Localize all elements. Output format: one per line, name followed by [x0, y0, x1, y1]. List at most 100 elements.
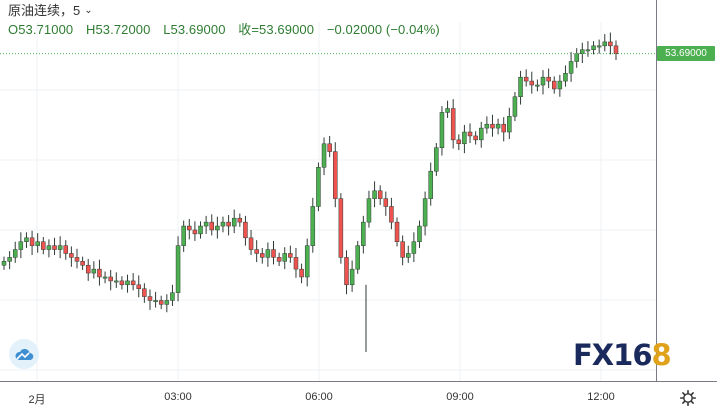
candle-up — [507, 116, 512, 133]
candle-up — [417, 225, 422, 242]
candle-down — [29, 237, 35, 246]
time-label-0300: 03:00 — [164, 391, 192, 403]
candle-down — [288, 253, 293, 258]
candle-up — [518, 76, 523, 98]
candle-down — [237, 217, 243, 223]
candle-down — [119, 280, 125, 286]
candle-up — [7, 257, 12, 262]
candle-down — [501, 123, 506, 133]
candle-down — [69, 253, 74, 258]
candle-up — [557, 80, 563, 90]
candle-down — [523, 76, 529, 82]
close-value: 收=53.69000 — [238, 22, 315, 37]
candle-up — [12, 249, 18, 258]
candle-down — [293, 257, 299, 270]
candle-up — [310, 206, 316, 246]
candle-up — [164, 300, 170, 305]
candle-up — [198, 225, 203, 235]
low-value: L53.69000 — [163, 22, 226, 37]
candle-up — [46, 245, 52, 250]
candle-down — [467, 131, 473, 137]
candle-down — [333, 151, 338, 199]
candle-down — [254, 249, 259, 254]
candle-up — [406, 253, 411, 258]
cloud-logo-icon[interactable] — [9, 339, 39, 369]
candle-up — [316, 167, 321, 207]
candle-down — [187, 225, 192, 231]
chevron-down-icon[interactable]: ⌄ — [84, 5, 93, 16]
gear-icon[interactable] — [679, 389, 697, 407]
time-label-0900: 09:00 — [446, 391, 474, 403]
candle-up — [439, 112, 445, 148]
candle-up — [540, 76, 546, 86]
candle-down — [450, 108, 456, 141]
candle-up — [591, 45, 596, 51]
candle-down — [546, 76, 551, 82]
candle-up — [181, 225, 186, 246]
symbol-title[interactable]: 原油连续，5 — [8, 3, 81, 18]
time-label-1200: 12:00 — [587, 391, 615, 403]
last-price-label: 53.69000 — [657, 46, 715, 62]
candle-up — [411, 241, 417, 254]
candle-down — [136, 284, 142, 289]
candle-down — [276, 257, 282, 262]
candle-up — [231, 217, 237, 227]
candle-up — [304, 245, 310, 278]
candle-up — [203, 221, 209, 227]
candle-down — [389, 206, 394, 223]
candle-up — [18, 241, 24, 250]
candle-up — [422, 198, 428, 227]
candle-up — [349, 268, 355, 286]
candle-up — [596, 45, 602, 48]
candle-down — [130, 280, 136, 286]
candle-up — [220, 221, 226, 227]
candle-up — [361, 221, 366, 246]
candle-down — [613, 45, 619, 54]
candle-down — [490, 123, 495, 129]
candle-down — [63, 245, 69, 254]
candle-up — [512, 96, 518, 117]
candle-up — [91, 268, 97, 274]
candle-up — [170, 292, 175, 301]
candle-up — [484, 123, 490, 129]
candle-down — [473, 135, 478, 141]
candle-down — [243, 221, 248, 239]
candle-down — [456, 139, 462, 145]
candle-down — [158, 300, 164, 305]
candle-down — [394, 221, 400, 242]
candle-up — [535, 84, 540, 87]
candle-up — [585, 49, 591, 52]
time-label-feb: 2月 — [28, 394, 46, 406]
candle-up — [462, 131, 467, 145]
candle-down — [608, 41, 613, 47]
candle-down — [226, 221, 231, 227]
candle-up — [372, 190, 377, 199]
candle-up — [57, 245, 63, 250]
candle-up — [175, 245, 181, 293]
symbol-legend: 原油连续，5 ⌄ O53.71000 H53.72000 L53.69000 收… — [8, 3, 440, 38]
change-value: −0.02000 (−0.04%) — [326, 22, 440, 37]
candle-up — [366, 198, 372, 223]
brand-accent-text: 8 — [651, 338, 672, 372]
candle-up — [125, 280, 130, 286]
candle-up — [602, 41, 608, 47]
candle-up — [153, 300, 158, 302]
candle-up — [355, 245, 360, 270]
candle-down — [147, 296, 153, 301]
brand-main-text: FX16 — [573, 338, 653, 372]
candle-down — [260, 253, 265, 258]
candle-down — [248, 237, 254, 250]
candle-down — [338, 198, 344, 258]
candle-up — [580, 49, 585, 54]
candle-down — [41, 241, 46, 250]
candle-down — [383, 198, 389, 207]
candle-down — [551, 80, 557, 90]
candle-down — [344, 257, 349, 286]
candle-up — [265, 249, 271, 258]
candle-down — [271, 249, 276, 258]
candle-down — [400, 241, 405, 258]
candle-down — [108, 276, 113, 282]
open-value: O53.71000 — [8, 22, 74, 37]
